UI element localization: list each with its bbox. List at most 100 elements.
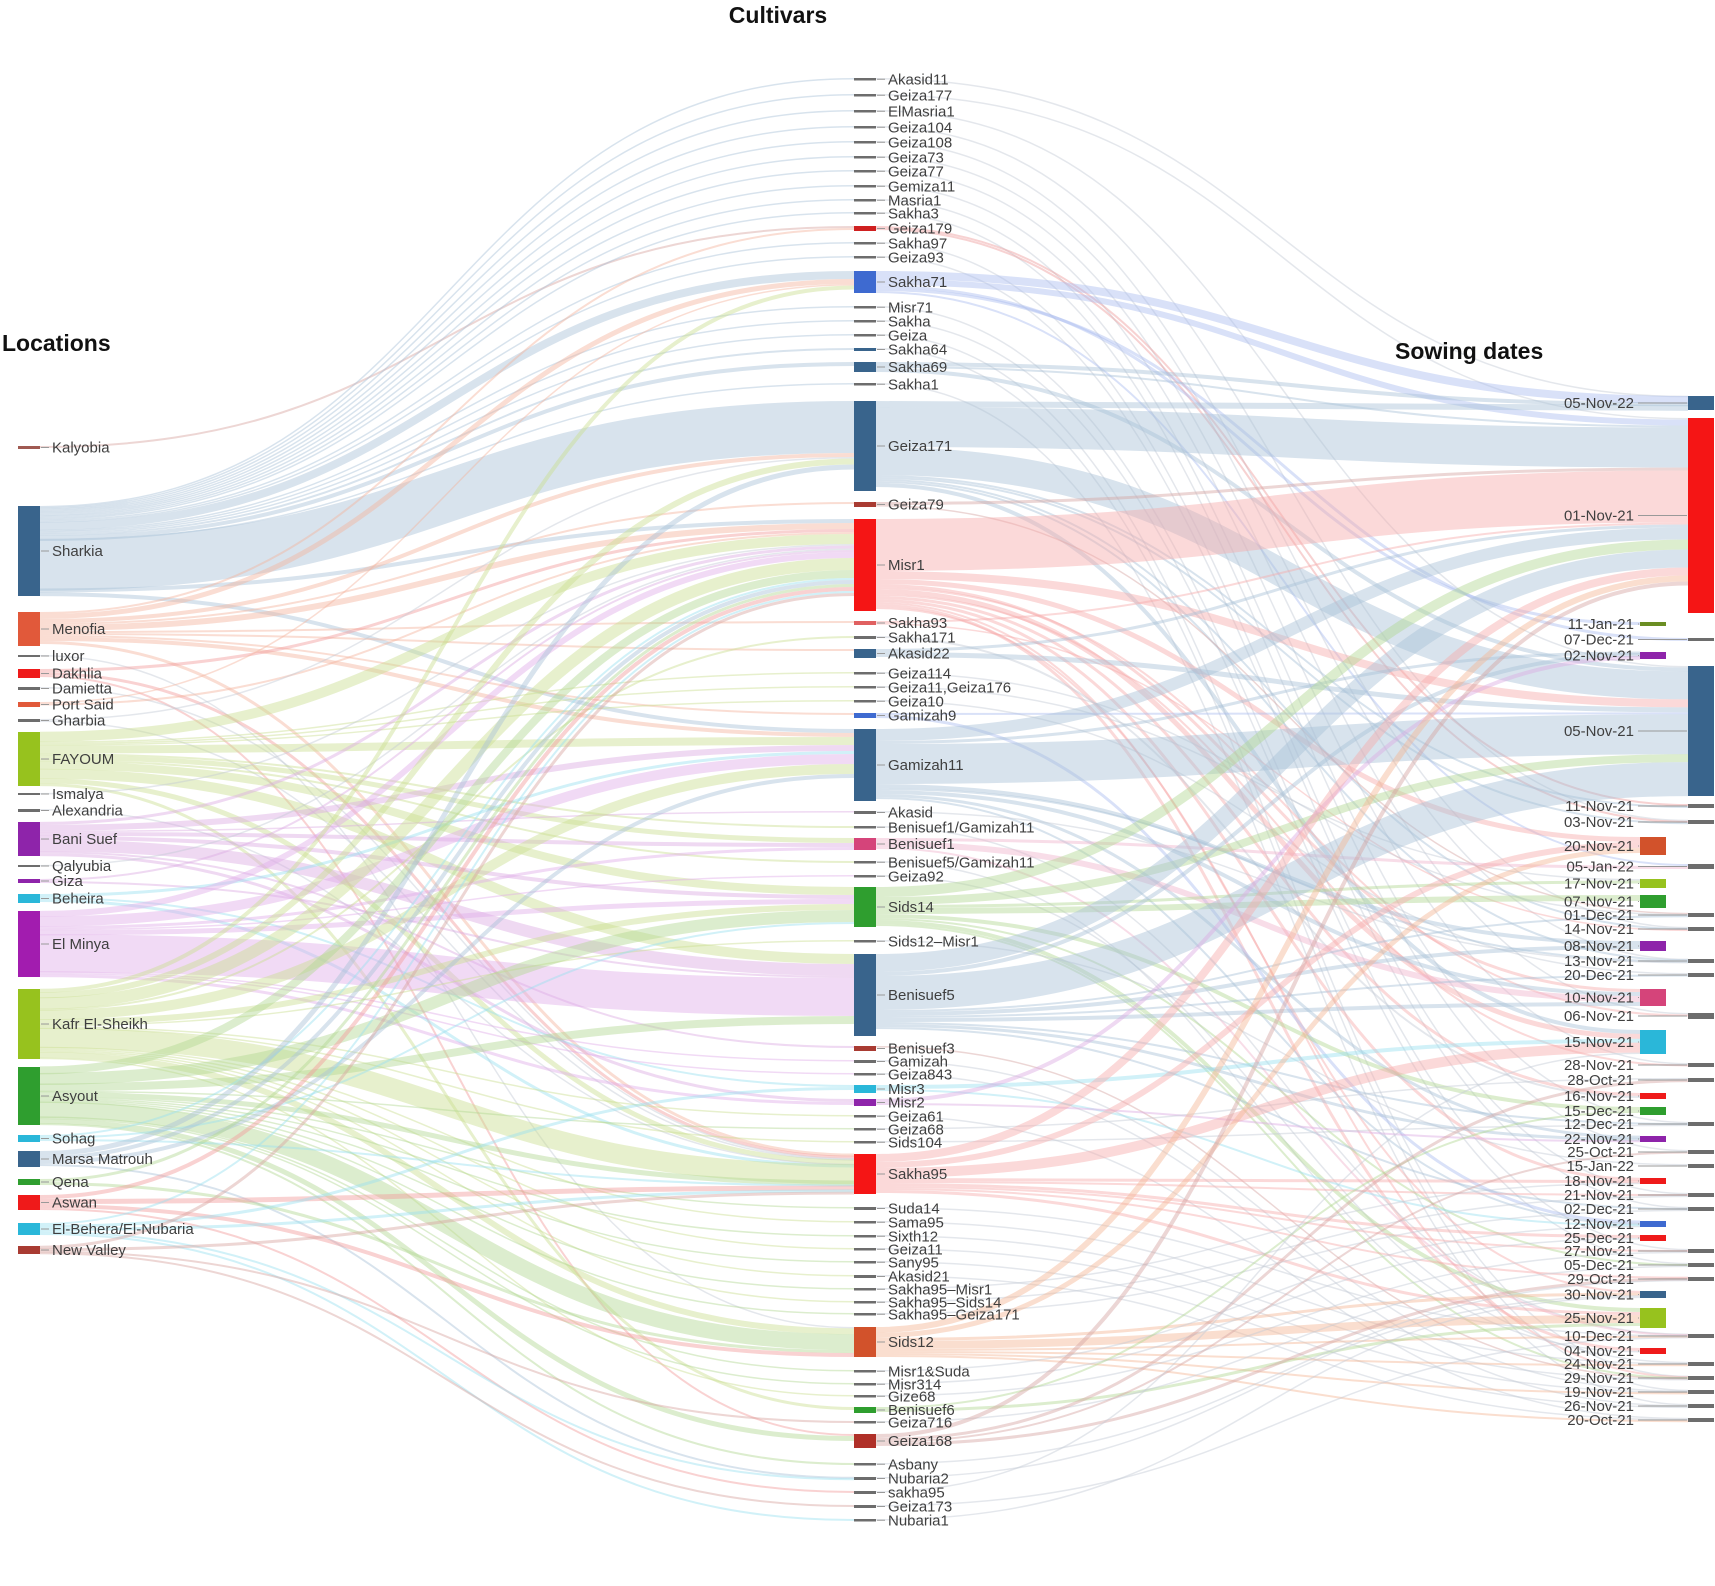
sankey-node-m19[interactable] [854,383,876,386]
sankey-node-m25[interactable] [854,649,876,658]
sankey-node-m65[interactable] [854,1477,876,1480]
sankey-node-r13[interactable] [1688,927,1714,931]
sankey-node-r18[interactable] [1688,1013,1714,1019]
sankey-node-m45[interactable] [854,1128,876,1131]
sankey-node-m17[interactable] [854,348,876,351]
sankey-node-r7[interactable] [1688,820,1714,824]
sankey-node-r38[interactable] [1688,1334,1714,1338]
sankey-node-m58[interactable] [854,1370,876,1373]
sankey-node-m55[interactable] [854,1301,876,1304]
sankey-node-m21[interactable] [854,502,876,507]
sankey-node-m67[interactable] [854,1505,876,1508]
sankey-node-r30[interactable] [1688,1207,1714,1211]
sankey-node-l13[interactable] [18,879,40,883]
sankey-node-m43[interactable] [854,1099,876,1106]
sankey-node-r37[interactable] [1640,1308,1666,1328]
sankey-node-m5[interactable] [854,156,876,159]
sankey-node-l0[interactable] [18,446,40,449]
sankey-node-l10[interactable] [18,809,40,812]
sankey-node-m51[interactable] [854,1248,876,1251]
sankey-node-r3[interactable] [1688,638,1714,641]
sankey-node-m2[interactable] [854,110,876,113]
sankey-node-m52[interactable] [854,1261,876,1264]
sankey-node-r1[interactable] [1688,418,1714,613]
sankey-node-m54[interactable] [854,1288,876,1291]
sankey-node-m62[interactable] [854,1421,876,1424]
sankey-node-r43[interactable] [1688,1404,1714,1408]
sankey-node-l6[interactable] [18,702,40,707]
sankey-node-r23[interactable] [1640,1107,1666,1115]
sankey-node-m16[interactable] [854,334,876,337]
sankey-node-r36[interactable] [1640,1291,1666,1298]
sankey-node-r27[interactable] [1688,1164,1714,1168]
sankey-node-m59[interactable] [854,1383,876,1386]
sankey-node-r14[interactable] [1640,941,1666,951]
sankey-node-m9[interactable] [854,212,876,215]
sankey-node-m14[interactable] [854,306,876,309]
sankey-node-l20[interactable] [18,1179,40,1185]
sankey-node-r42[interactable] [1688,1390,1714,1394]
sankey-node-r25[interactable] [1640,1136,1666,1142]
sankey-node-m66[interactable] [854,1491,876,1494]
sankey-node-m32[interactable] [854,826,876,829]
sankey-node-l23[interactable] [18,1246,40,1254]
sankey-node-m30[interactable] [854,729,876,801]
sankey-node-r2[interactable] [1640,622,1666,626]
sankey-node-r12[interactable] [1688,913,1714,917]
sankey-node-r26[interactable] [1688,1150,1714,1154]
sankey-node-l5[interactable] [18,687,40,690]
sankey-node-l2[interactable] [18,612,40,646]
sankey-node-m60[interactable] [854,1395,876,1398]
sankey-node-l22[interactable] [18,1223,40,1235]
sankey-node-m18[interactable] [854,362,876,372]
sankey-node-m44[interactable] [854,1115,876,1118]
sankey-node-r28[interactable] [1640,1178,1666,1184]
sankey-node-m68[interactable] [854,1519,876,1522]
sankey-node-m26[interactable] [854,672,876,675]
sankey-node-l15[interactable] [18,911,40,977]
sankey-node-m12[interactable] [854,256,876,259]
sankey-node-m29[interactable] [854,713,876,718]
sankey-node-r40[interactable] [1688,1362,1714,1366]
sankey-node-r39[interactable] [1640,1348,1666,1354]
sankey-node-r29[interactable] [1688,1193,1714,1197]
sankey-node-m63[interactable] [854,1434,876,1448]
sankey-node-r31[interactable] [1640,1221,1666,1227]
sankey-node-m40[interactable] [854,1060,876,1063]
sankey-node-l16[interactable] [18,989,40,1059]
sankey-node-m27[interactable] [854,686,876,689]
sankey-node-m53[interactable] [854,1275,876,1278]
sankey-node-m24[interactable] [854,636,876,639]
sankey-node-l9[interactable] [18,793,40,795]
sankey-node-m35[interactable] [854,875,876,878]
sankey-node-l18[interactable] [18,1135,40,1142]
sankey-node-l21[interactable] [18,1195,40,1210]
sankey-node-m13[interactable] [854,271,876,293]
sankey-node-l14[interactable] [18,894,40,903]
sankey-node-m57[interactable] [854,1327,876,1357]
sankey-node-m20[interactable] [854,401,876,491]
sankey-node-m42[interactable] [854,1085,876,1093]
sankey-node-r44[interactable] [1688,1418,1714,1422]
sankey-node-r19[interactable] [1640,1030,1666,1054]
sankey-node-r4[interactable] [1640,652,1666,659]
sankey-node-r16[interactable] [1688,973,1714,977]
sankey-node-r41[interactable] [1688,1376,1714,1380]
sankey-node-m23[interactable] [854,621,876,625]
sankey-node-l1[interactable] [18,506,40,596]
sankey-node-r9[interactable] [1688,864,1714,869]
sankey-node-m11[interactable] [854,242,876,245]
sankey-node-m46[interactable] [854,1141,876,1144]
sankey-node-r22[interactable] [1640,1093,1666,1099]
sankey-node-m37[interactable] [854,940,876,943]
sankey-node-l12[interactable] [18,865,40,867]
sankey-node-r8[interactable] [1640,837,1666,855]
sankey-node-m38[interactable] [854,954,876,1036]
sankey-node-r20[interactable] [1688,1063,1714,1067]
sankey-node-l17[interactable] [18,1067,40,1125]
sankey-node-r34[interactable] [1688,1263,1714,1267]
sankey-node-m10[interactable] [854,226,876,231]
sankey-node-m48[interactable] [854,1207,876,1210]
sankey-node-l4[interactable] [18,669,40,678]
sankey-node-r17[interactable] [1640,989,1666,1006]
